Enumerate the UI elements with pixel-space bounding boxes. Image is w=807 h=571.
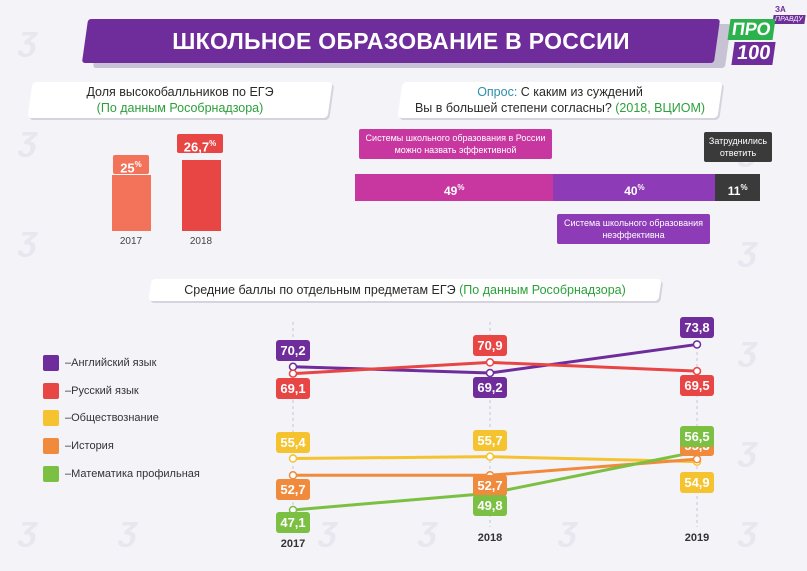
- segment-effective-value: 49: [443, 184, 458, 198]
- value-label-social-2017: 55,4: [276, 431, 310, 453]
- point-russian-2017: [288, 369, 298, 378]
- logo-top-text: ПРО: [727, 19, 776, 40]
- section1-title-block: Доля высокобалльников по ЕГЭ (По данным …: [30, 84, 330, 116]
- section2-source: (2018, ВЦИОМ): [611, 101, 706, 115]
- series-line-social: [292, 455, 698, 464]
- section2-title-rest: С каким из суждений: [517, 85, 643, 99]
- legend-item-russian: – Русский язык: [43, 383, 139, 399]
- callout-ineffective: Система школьного образования неэффектив…: [557, 214, 710, 244]
- bar-value-2018: 26,7: [183, 139, 210, 155]
- logo: ЗА ПРАВДУ ПРО 100: [727, 5, 806, 67]
- legend-swatch-russian: [43, 383, 59, 399]
- point-russian-2019: [692, 366, 702, 376]
- point-social-2018: [485, 452, 495, 461]
- legend-prefix-russian: –: [65, 385, 72, 397]
- point-english-2019: [692, 340, 702, 349]
- value-label-russian-2017: 69,1: [276, 377, 310, 399]
- legend-label-social: Обществознание: [71, 412, 159, 424]
- segment-ineffective: 40%: [553, 174, 716, 201]
- legend-item-english: – Английский язык: [43, 355, 156, 371]
- legend-swatch-english: [43, 355, 59, 371]
- section2-title-block: Опрос: С каким из суждений Вы в большей …: [400, 84, 720, 116]
- value-label-history-2017: 52,7: [276, 479, 310, 501]
- legend-item-math: – Математика профильная: [43, 466, 200, 482]
- legend-label-history: История: [71, 440, 114, 452]
- section1-title: Доля высокобалльников по ЕГЭ: [86, 85, 274, 99]
- bar-unit-2018: %: [209, 139, 217, 148]
- legend-prefix-history: –: [65, 440, 72, 452]
- value-label-math-2019: 56,5: [680, 425, 714, 447]
- logo-bottom-text: 100: [731, 42, 776, 65]
- section2-title-prefix: Опрос:: [477, 85, 518, 99]
- section3-title-block: Средние баллы по отдельным предметам ЕГЭ…: [150, 282, 660, 298]
- bar-year-2018: 2018: [189, 236, 213, 247]
- axis-year-2018: 2018: [477, 532, 503, 544]
- legend-swatch-math: [43, 466, 59, 482]
- bar-2017: [112, 174, 151, 231]
- segment-unsure-value: 11: [727, 184, 741, 198]
- bar-year-2017: 2017: [119, 236, 143, 247]
- point-russian-2018: [485, 358, 495, 367]
- value-label-russian-2018: 70,9: [473, 335, 507, 357]
- segment-ineffective-value: 40: [624, 184, 638, 198]
- point-history-2017: [288, 471, 298, 480]
- value-label-social-2019: 54,9: [680, 471, 714, 493]
- legend-label-english: Английский язык: [71, 357, 157, 369]
- section3-title: Средние баллы по отдельным предметам ЕГЭ: [184, 283, 456, 297]
- bar-label-2018: 26,7%: [177, 134, 223, 155]
- logo-pravdu-text: ПРАВДУ: [772, 15, 806, 24]
- legend-prefix-math: –: [65, 468, 72, 480]
- segment-unsure: 11%: [715, 174, 760, 201]
- legend-swatch-history: [43, 438, 59, 454]
- value-label-english-2018: 69,2: [473, 376, 507, 398]
- segment-effective: 49%: [355, 174, 554, 201]
- legend-prefix-english: –: [65, 357, 72, 369]
- value-label-social-2018: 55,7: [473, 429, 507, 451]
- callout-unsure: Затруднились ответить: [704, 132, 772, 162]
- axis-year-2019: 2019: [684, 532, 710, 544]
- series-line-russian: [292, 360, 698, 376]
- point-history-2019: [692, 454, 702, 464]
- legend-item-social: – Обществознание: [43, 410, 159, 426]
- value-label-history-2018: 52,7: [473, 475, 507, 497]
- legend-swatch-social: [43, 410, 59, 426]
- value-label-english-2017: 70,2: [276, 339, 310, 361]
- legend-prefix-social: –: [65, 412, 72, 424]
- value-label-math-2017: 47,1: [276, 511, 310, 533]
- series-line-history: [293, 457, 698, 477]
- legend-label-math: Математика профильная: [71, 468, 200, 480]
- section2-title-line2: Вы в большей степени согласны?: [414, 101, 612, 115]
- value-label-math-2018: 49,8: [473, 495, 507, 517]
- bar-value-2017: 25: [120, 160, 135, 176]
- section1-subtitle: (По данным Рособрнадзора): [96, 101, 264, 115]
- section3-source: (По данным Рособрнадзора): [455, 283, 626, 297]
- point-english-2017: [288, 362, 298, 372]
- segment-effective-unit: %: [457, 183, 465, 192]
- value-label-english-2019: 73,8: [680, 317, 714, 339]
- segment-unsure-unit: %: [740, 183, 748, 192]
- value-label-russian-2019: 69,5: [680, 375, 714, 397]
- callout-effective: Системы школьного образования в России м…: [359, 129, 552, 159]
- segment-ineffective-unit: %: [637, 183, 645, 192]
- point-social-2019: [692, 457, 702, 466]
- logo-za-text: ЗА: [775, 5, 786, 14]
- legend-item-history: – История: [43, 438, 114, 454]
- bar-unit-2017: %: [134, 160, 142, 169]
- legend-label-russian: Русский язык: [71, 385, 139, 397]
- point-english-2018: [485, 368, 495, 378]
- axis-year-2017: 2017: [280, 538, 306, 550]
- bar-label-2017: 25%: [113, 155, 149, 176]
- bar-2018: [182, 160, 221, 231]
- page-title: ШКОЛЬНОЕ ОБРАЗОВАНИЕ В РОССИИ: [172, 28, 630, 54]
- point-social-2017: [288, 454, 298, 463]
